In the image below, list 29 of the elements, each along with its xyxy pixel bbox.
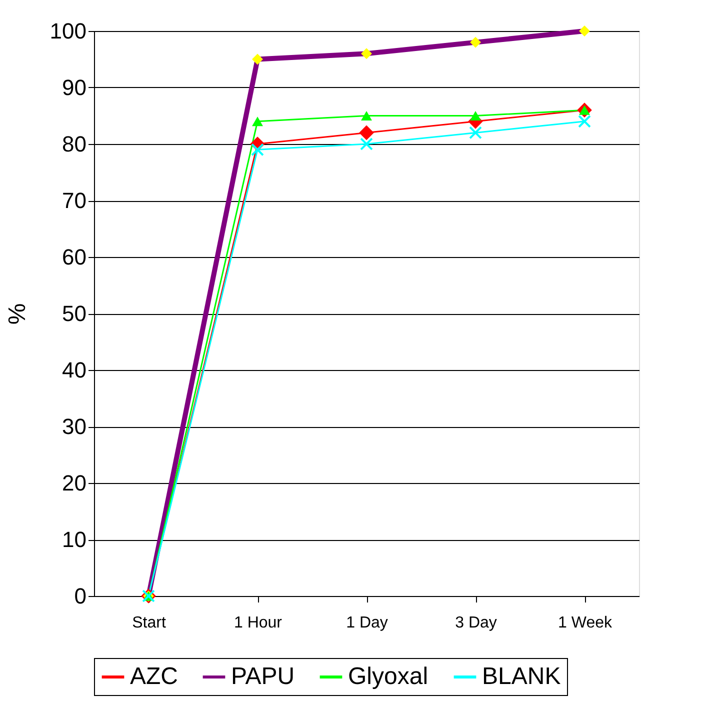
point: [252, 116, 263, 126]
x-tick-label: 3 Day: [455, 614, 497, 632]
y-tick-label: 60: [62, 244, 86, 270]
x-tick-label: Start: [132, 614, 166, 632]
legend-label: BLANK: [482, 663, 561, 690]
x-tick-label: 1 Hour: [234, 614, 283, 632]
y-tick-label: 20: [62, 470, 86, 496]
y-tick-label: 10: [62, 527, 86, 552]
point: [469, 126, 482, 140]
legend-label: Glyoxal: [348, 663, 428, 690]
x-tick-label: 1 Day: [346, 614, 388, 632]
point: [360, 138, 373, 150]
y-tick-label: 30: [62, 414, 86, 439]
y-tick-label: 0: [74, 584, 86, 608]
y-tick-label: 70: [62, 188, 86, 213]
point: [361, 111, 372, 120]
y-tick-label: 40: [62, 358, 86, 382]
point: [470, 111, 481, 120]
x-tick-label: 1 Week: [558, 614, 613, 632]
point: [578, 114, 591, 128]
y-tick-label: 50: [62, 301, 86, 326]
y-tick-label: 100: [50, 18, 86, 44]
y-tick-label: 90: [62, 75, 86, 100]
y-axis-title: %: [4, 303, 31, 325]
legend-label: AZC: [130, 663, 178, 690]
point: [359, 125, 374, 140]
y-tick-label: 80: [62, 132, 86, 156]
legend-label: PAPU: [231, 663, 295, 690]
point: [251, 143, 264, 156]
